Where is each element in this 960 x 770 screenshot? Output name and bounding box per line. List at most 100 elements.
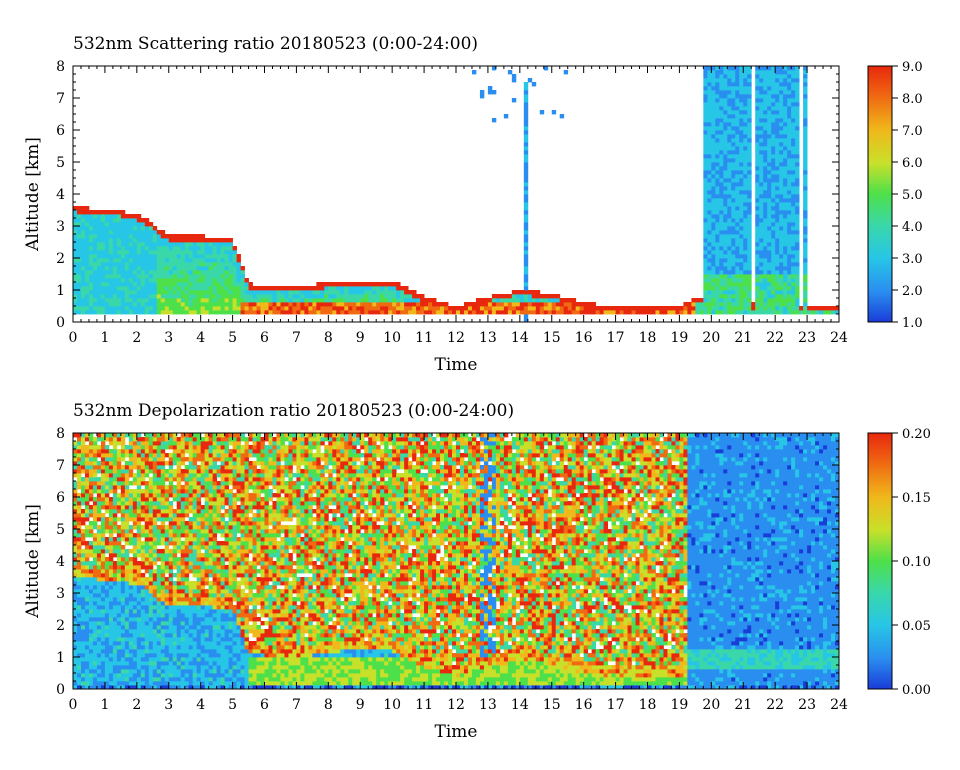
heat-cell	[368, 310, 373, 315]
heat-cell	[164, 270, 170, 275]
heat-cell	[803, 82, 808, 87]
heat-cell	[84, 525, 90, 530]
heat-cell	[559, 114, 565, 119]
heat-cell	[731, 174, 736, 179]
heat-cell	[80, 433, 86, 438]
heat-cell	[108, 525, 114, 530]
heat-cell	[791, 118, 796, 123]
heat-cell	[100, 521, 106, 526]
heat-cell	[755, 278, 760, 283]
heat-cell	[783, 78, 788, 83]
heat-cell	[156, 306, 162, 311]
heat-cell	[128, 637, 134, 642]
heat-cell	[100, 278, 106, 283]
heat-cell	[168, 234, 174, 239]
heat-cell	[172, 290, 178, 295]
heat-cell	[483, 298, 489, 303]
heat-cell	[172, 266, 178, 271]
heat-cell	[96, 226, 102, 231]
heat-cell	[76, 437, 82, 442]
heat-cell	[168, 593, 174, 598]
heat-cell	[80, 465, 86, 470]
heat-cell	[320, 302, 325, 307]
heat-cell	[140, 533, 146, 538]
heat-cell	[727, 82, 732, 87]
heat-cell	[791, 130, 796, 135]
heat-cell	[747, 82, 752, 87]
heat-cell	[140, 637, 146, 642]
heat-cell	[743, 202, 748, 207]
heat-cell	[715, 86, 720, 91]
heat-cell	[196, 254, 202, 259]
heat-cell	[80, 254, 86, 259]
heat-cell	[108, 585, 114, 590]
heat-cell	[96, 665, 102, 670]
heat-cell	[160, 298, 166, 303]
heat-cell	[120, 533, 126, 538]
heat-cell	[116, 529, 122, 534]
heat-cell	[116, 677, 122, 682]
heat-cell	[551, 298, 557, 303]
heat-cell	[156, 493, 162, 498]
heat-cell	[120, 589, 126, 594]
heat-cell	[479, 90, 485, 95]
heat-cell	[148, 641, 154, 646]
heat-cell	[711, 126, 716, 131]
heat-cell	[73, 681, 78, 686]
heat-cell	[739, 270, 744, 275]
heat-cell	[160, 445, 166, 450]
heat-cell	[152, 489, 158, 494]
heat-cell	[144, 665, 150, 670]
heat-cell	[803, 202, 808, 207]
heat-cell	[76, 445, 82, 450]
heat-cell	[735, 206, 740, 211]
heat-cell	[268, 286, 273, 291]
heat-cell	[104, 306, 110, 311]
heat-cell	[200, 310, 206, 315]
heat-cell	[715, 190, 720, 195]
heat-cell	[731, 274, 736, 279]
heat-cell	[84, 669, 90, 674]
heat-cell	[100, 581, 106, 586]
heat-cell	[96, 477, 102, 482]
heat-cell	[759, 202, 764, 207]
heat-cell	[272, 302, 277, 307]
heat-cell	[132, 457, 138, 462]
heat-cell	[100, 214, 106, 219]
heat-cell	[73, 581, 78, 586]
heat-cell	[108, 453, 114, 458]
heat-cell	[763, 146, 768, 151]
heat-cell	[76, 521, 82, 526]
heat-cell	[144, 485, 150, 490]
heat-cell	[112, 306, 118, 311]
heat-cell	[340, 290, 345, 295]
heat-cell	[136, 250, 142, 255]
heat-cell	[523, 86, 529, 91]
heat-cell	[711, 238, 716, 243]
heat-cell	[104, 593, 110, 598]
heat-cell	[84, 581, 90, 586]
heat-cell	[719, 242, 724, 247]
heat-cell	[164, 661, 170, 666]
heat-cell	[751, 302, 756, 307]
heat-cell	[747, 286, 752, 291]
heat-cell	[791, 178, 796, 183]
heat-cell	[140, 258, 146, 263]
heat-cell	[703, 130, 708, 135]
heat-cell	[132, 270, 138, 275]
heat-cell	[140, 601, 146, 606]
heat-cell	[719, 86, 724, 91]
heat-cell	[767, 210, 772, 215]
heat-cell	[104, 561, 110, 566]
heat-cell	[120, 677, 126, 682]
heat-cell	[100, 649, 106, 654]
heat-cell	[160, 250, 166, 255]
heat-cell	[84, 290, 90, 295]
heat-cell	[164, 525, 170, 530]
x-tick-label: 23	[798, 330, 816, 346]
heat-cell	[164, 485, 170, 490]
heat-cell	[499, 294, 505, 299]
heat-cell	[92, 294, 98, 299]
heat-cell	[124, 513, 130, 518]
heat-cell	[136, 681, 142, 686]
